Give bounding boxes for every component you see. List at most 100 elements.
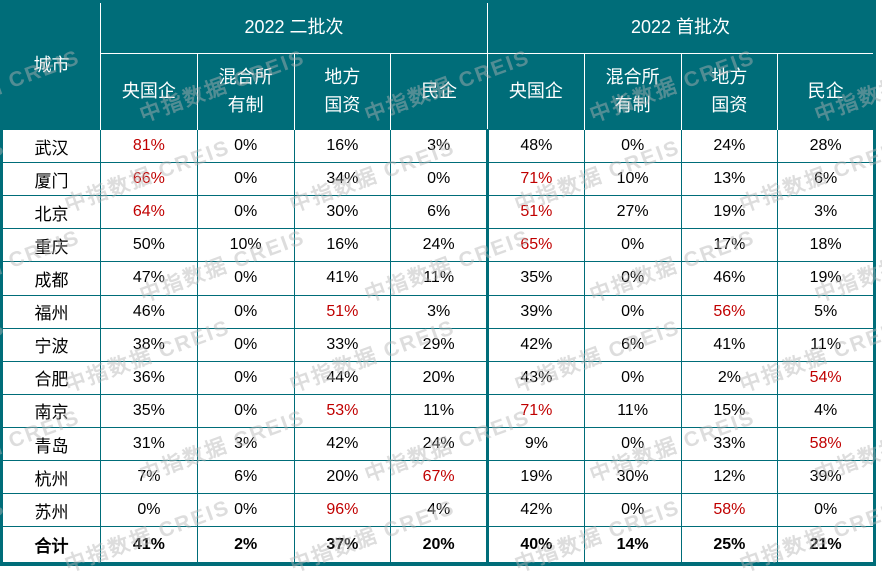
value-cell: 81% — [100, 128, 198, 164]
value-cell: 43% — [486, 360, 585, 395]
value-cell: 20% — [390, 360, 488, 395]
value-cell: 36% — [100, 360, 198, 395]
value-cell: 66% — [100, 162, 198, 197]
value-cell: 28% — [777, 128, 875, 164]
header-sub-local-state-b2: 地方 国资 — [293, 53, 391, 130]
value-cell: 16% — [293, 128, 392, 164]
value-cell: 10% — [583, 162, 682, 197]
value-cell: 11% — [777, 327, 875, 362]
value-cell: 10% — [196, 228, 295, 263]
value-cell: 0% — [390, 162, 488, 197]
header-sub-mixed-ownership-b1: 混合所 有制 — [583, 53, 681, 130]
table-row: 青岛 31% 3% 42% 24% 9% 0% 33% 58% — [1, 426, 875, 462]
value-cell: 42% — [486, 327, 585, 362]
value-cell: 50% — [100, 228, 198, 263]
table-row: 武汉 81% 0% 16% 3% 48% 0% 24% 28% — [1, 128, 875, 164]
city-cell: 合肥 — [1, 360, 101, 395]
value-cell: 46% — [680, 261, 779, 296]
value-cell: 58% — [777, 426, 875, 462]
value-cell: 41% — [100, 526, 198, 565]
value-cell: 19% — [486, 460, 585, 495]
value-cell: 56% — [680, 294, 779, 329]
value-cell: 37% — [293, 526, 392, 565]
value-cell: 31% — [100, 426, 198, 462]
value-cell: 35% — [100, 393, 198, 428]
value-cell: 11% — [583, 393, 682, 428]
value-cell: 6% — [390, 195, 488, 230]
value-cell: 18% — [777, 228, 875, 263]
city-cell: 成都 — [1, 261, 101, 296]
value-cell: 11% — [390, 393, 488, 428]
value-cell: 4% — [390, 493, 488, 528]
header-group-row: 城市 2022 二批次 2022 首批次 — [1, 1, 875, 130]
value-cell: 5% — [777, 294, 875, 329]
value-cell: 0% — [196, 327, 295, 362]
city-cell: 杭州 — [1, 460, 101, 495]
value-cell: 42% — [293, 426, 392, 462]
value-cell: 24% — [390, 426, 488, 462]
table-row: 杭州 7% 6% 20% 67% 19% 30% 12% 39% — [1, 460, 875, 495]
value-cell: 19% — [680, 195, 779, 230]
city-cell: 武汉 — [1, 128, 101, 164]
value-cell: 3% — [390, 128, 488, 164]
value-cell: 67% — [390, 460, 488, 495]
value-cell: 71% — [486, 162, 585, 197]
value-cell: 51% — [293, 294, 392, 329]
value-cell: 39% — [486, 294, 585, 329]
value-cell: 0% — [583, 493, 682, 528]
value-cell: 29% — [390, 327, 488, 362]
value-cell: 0% — [583, 426, 682, 462]
value-cell: 16% — [293, 228, 392, 263]
value-cell: 34% — [293, 162, 392, 197]
value-cell: 53% — [293, 393, 392, 428]
value-cell: 20% — [293, 460, 392, 495]
total-label-cell: 合计 — [1, 526, 101, 565]
value-cell: 27% — [583, 195, 682, 230]
city-cell: 南京 — [1, 393, 101, 428]
value-cell: 38% — [100, 327, 198, 362]
value-cell: 4% — [777, 393, 875, 428]
city-cell: 苏州 — [1, 493, 101, 528]
header-group-batch1-2022: 2022 首批次 — [487, 1, 875, 54]
value-cell: 13% — [680, 162, 779, 197]
value-cell: 58% — [680, 493, 779, 528]
table-row: 北京 64% 0% 30% 6% 51% 27% 19% 3% — [1, 195, 875, 230]
table-row: 成都 47% 0% 41% 11% 35% 0% 46% 19% — [1, 261, 875, 296]
value-cell: 47% — [100, 261, 198, 296]
value-cell: 3% — [390, 294, 488, 329]
table-header: 城市 2022 二批次 2022 首批次 央国企 混合所 有制 地方 国资 民企… — [1, 1, 875, 130]
value-cell: 6% — [777, 162, 875, 197]
table-row: 南京 35% 0% 53% 11% 71% 11% 15% 4% — [1, 393, 875, 428]
value-cell: 35% — [486, 261, 585, 296]
value-cell: 15% — [680, 393, 779, 428]
value-cell: 39% — [777, 460, 875, 495]
value-cell: 7% — [100, 460, 198, 495]
table-row: 宁波 38% 0% 33% 29% 42% 6% 41% 11% — [1, 327, 875, 362]
city-cell: 重庆 — [1, 228, 101, 263]
value-cell: 44% — [293, 360, 392, 395]
value-cell: 19% — [777, 261, 875, 296]
value-cell: 2% — [680, 360, 779, 395]
value-cell: 0% — [196, 128, 295, 164]
value-cell: 3% — [777, 195, 875, 230]
value-cell: 0% — [583, 128, 682, 164]
value-cell: 46% — [100, 294, 198, 329]
value-cell: 11% — [390, 261, 488, 296]
value-cell: 0% — [583, 360, 682, 395]
value-cell: 17% — [680, 228, 779, 263]
value-cell: 24% — [390, 228, 488, 263]
value-cell: 12% — [680, 460, 779, 495]
header-sub-private-b2: 民企 — [390, 53, 488, 130]
header-sub-local-state-b1: 地方 国资 — [680, 53, 778, 130]
value-cell: 0% — [196, 360, 295, 395]
header-city: 城市 — [1, 1, 101, 130]
header-sub-mixed-ownership-b2: 混合所 有制 — [196, 53, 294, 130]
city-cell: 厦门 — [1, 162, 101, 197]
value-cell: 71% — [486, 393, 585, 428]
value-cell: 9% — [486, 426, 585, 462]
header-sub-central-soe-b2: 央国企 — [100, 53, 198, 130]
value-cell: 30% — [583, 460, 682, 495]
value-cell: 2% — [196, 526, 295, 565]
